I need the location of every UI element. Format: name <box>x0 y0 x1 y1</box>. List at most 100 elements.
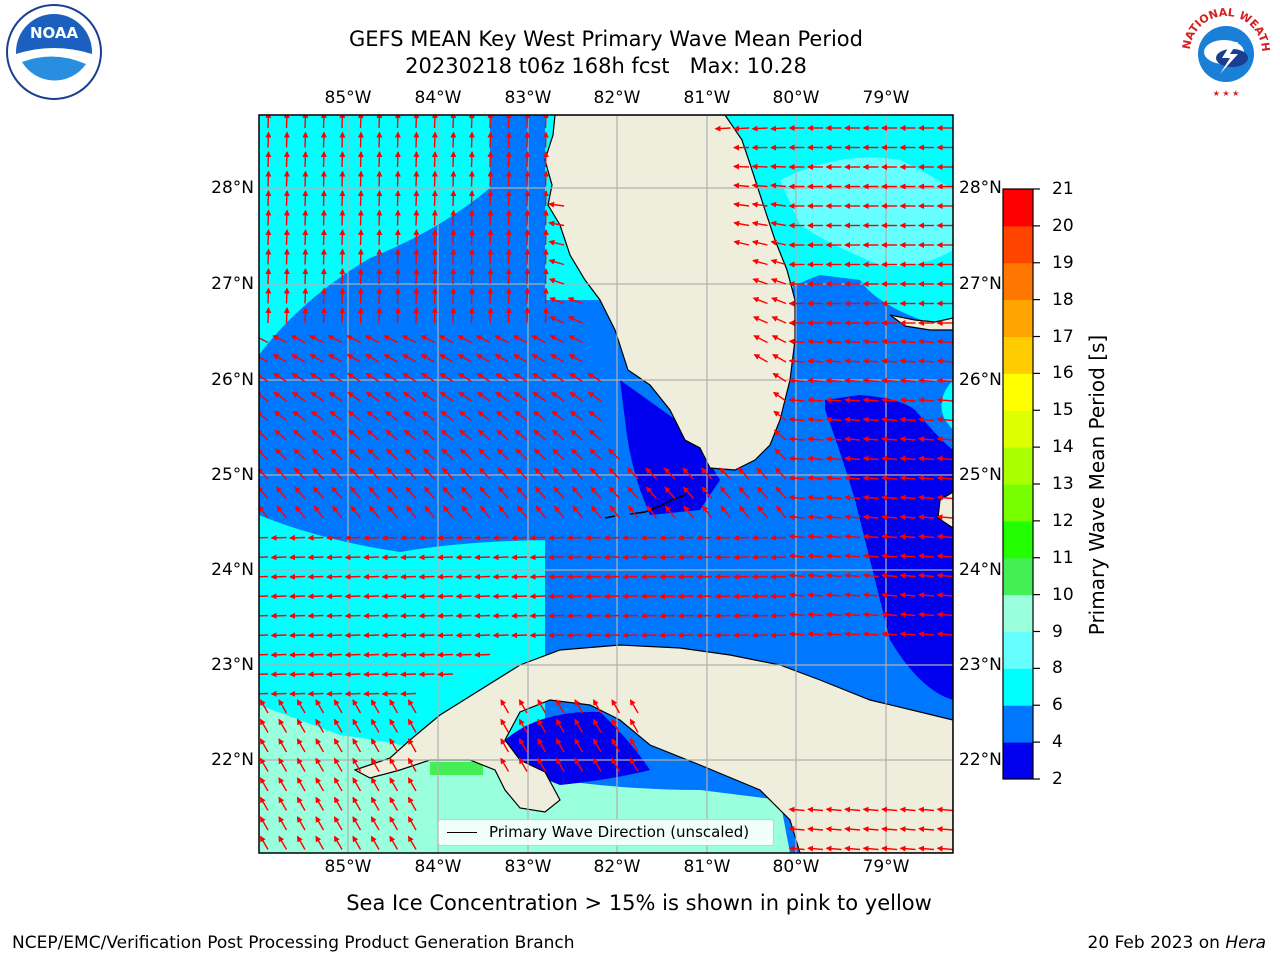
wave-arrow <box>899 611 916 618</box>
wave-arrow <box>307 554 324 561</box>
wave-arrow <box>627 486 639 499</box>
wave-arrow <box>659 534 676 541</box>
wave-arrow <box>770 220 787 227</box>
wave-arrow <box>825 611 842 618</box>
wave-arrow <box>326 632 343 639</box>
wave-arrow <box>329 410 343 422</box>
wave-arrow <box>603 612 620 619</box>
wave-arrow <box>770 239 787 246</box>
wave-arrow <box>283 287 290 304</box>
wave-arrow <box>936 611 953 618</box>
wave-arrow <box>788 572 805 579</box>
wave-arrow <box>788 611 805 618</box>
wave-arrow <box>418 534 435 541</box>
wave-arrow <box>566 554 583 561</box>
wave-arrow <box>677 573 694 580</box>
wave-arrow <box>844 397 861 404</box>
wave-arrow <box>542 287 549 304</box>
wave-arrow <box>733 182 750 189</box>
wave-arrow <box>487 248 494 265</box>
wave-arrow <box>918 514 935 521</box>
wave-arrow <box>265 170 272 187</box>
wave-arrow <box>696 612 713 619</box>
wave-arrow <box>259 816 269 831</box>
wave-arrow <box>936 338 953 345</box>
wave-arrow <box>555 738 565 753</box>
wave-arrow <box>505 151 512 168</box>
wave-arrow <box>788 416 805 423</box>
footer-credit: NCEP/EMC/Verification Post Processing Pr… <box>12 933 575 953</box>
wave-arrow <box>413 209 420 226</box>
wave-arrow <box>775 486 787 499</box>
wave-arrow <box>407 718 417 733</box>
wave-arrow <box>272 354 287 363</box>
wave-arrow <box>505 229 512 246</box>
wave-arrow <box>320 190 327 207</box>
wave-arrow <box>381 671 398 678</box>
wave-arrow <box>517 505 528 519</box>
wave-arrow <box>524 131 531 148</box>
wave-arrow <box>270 651 287 658</box>
wave-arrow <box>505 248 512 265</box>
wave-arrow <box>770 554 787 561</box>
wave-arrow <box>326 593 343 600</box>
wave-arrow <box>265 209 272 226</box>
wave-arrow <box>400 690 417 697</box>
wave-arrow <box>344 534 361 541</box>
wave-arrow <box>413 248 420 265</box>
wave-arrow <box>585 632 602 639</box>
wave-arrow <box>753 354 768 363</box>
wave-arrow <box>422 429 435 441</box>
wave-arrow <box>455 612 472 619</box>
wave-arrow <box>609 505 621 519</box>
wave-arrow <box>339 151 346 168</box>
wave-arrow <box>825 845 842 852</box>
wave-arrow <box>518 757 528 772</box>
colorbar-segment <box>1003 373 1033 411</box>
wave-direction-arrows <box>259 115 953 852</box>
wave-arrow <box>524 151 531 168</box>
wave-arrow <box>585 554 602 561</box>
wave-arrow <box>370 777 380 792</box>
wave-arrow <box>664 486 676 499</box>
wave-arrow <box>611 718 621 733</box>
wave-arrow <box>468 151 475 168</box>
wave-arrow <box>714 573 731 580</box>
wave-arrow <box>477 429 491 441</box>
wave-arrow <box>259 575 269 578</box>
wave-arrow <box>788 475 805 482</box>
wave-arrow <box>259 335 269 344</box>
wave-arrow <box>326 573 343 580</box>
wave-arrow <box>400 573 417 580</box>
wave-arrow <box>566 612 583 619</box>
wave-arrow <box>589 467 602 480</box>
wave-arrow <box>270 534 287 541</box>
wave-arrow <box>346 372 361 383</box>
wave-arrow <box>474 612 491 619</box>
wave-arrow <box>899 845 916 852</box>
wave-arrow <box>478 448 491 461</box>
wave-arrow <box>420 335 435 344</box>
wave-arrow <box>825 514 842 521</box>
wave-arrow <box>418 612 435 619</box>
wave-arrow <box>283 131 290 148</box>
wave-arrow <box>532 410 546 422</box>
wave-arrow <box>751 125 768 132</box>
wave-arrow <box>394 190 401 207</box>
wave-arrow <box>774 467 787 480</box>
wave-arrow <box>496 429 509 441</box>
wave-arrow <box>394 268 401 285</box>
wave-arrow <box>936 845 953 852</box>
wave-arrow <box>611 699 621 714</box>
wave-arrow <box>309 372 324 383</box>
wave-arrow <box>603 632 620 639</box>
wave-arrow <box>701 486 713 499</box>
wave-arrow <box>376 131 383 148</box>
wave-arrow <box>344 671 361 678</box>
wave-arrow <box>460 467 473 480</box>
wave-arrow <box>807 494 824 501</box>
wave-arrow <box>370 757 380 772</box>
wave-arrow <box>273 391 287 402</box>
wave-arrow <box>450 209 457 226</box>
chart-subtitle: 20230218 t06z 168h fcst Max: 10.28 <box>405 54 807 78</box>
